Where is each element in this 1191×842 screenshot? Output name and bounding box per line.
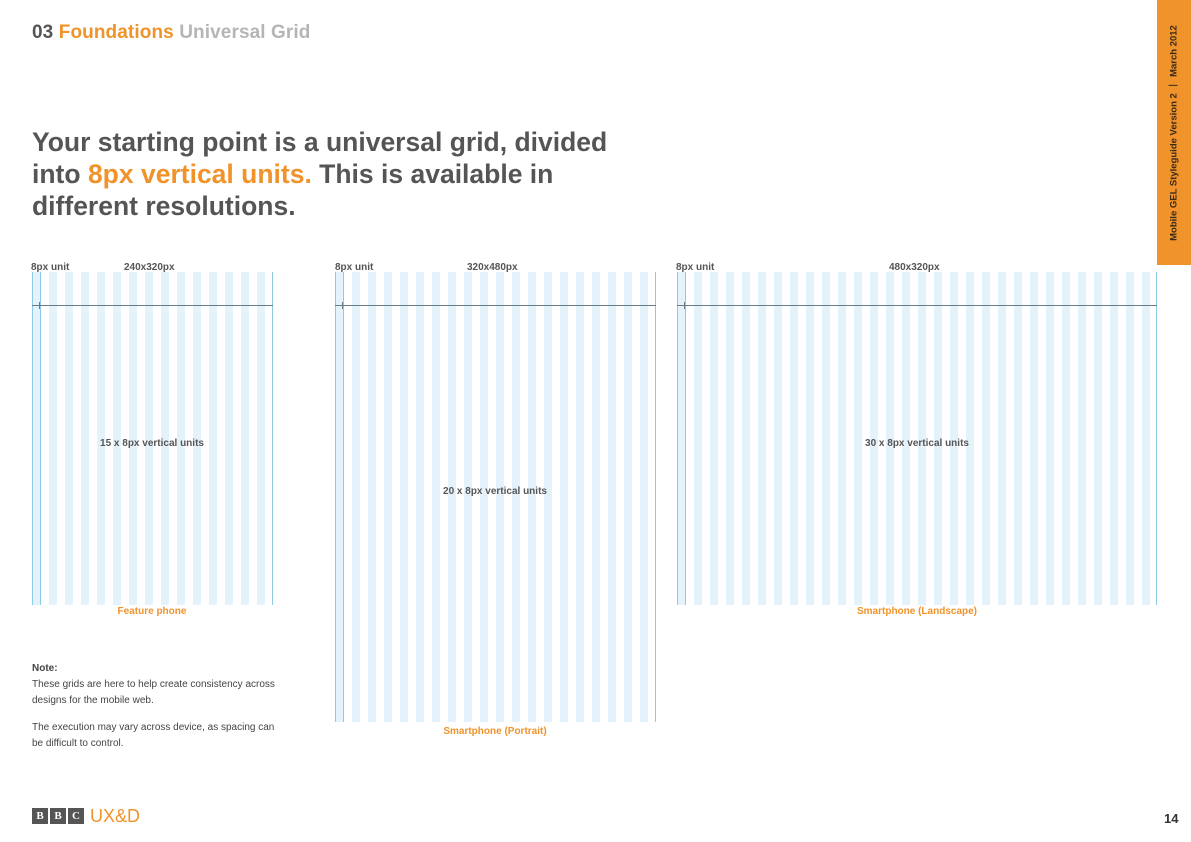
headline-text-1: Your starting point is a universal grid,…: [32, 127, 608, 189]
brand-name: UX&D: [90, 805, 141, 826]
note-block: Note: These grids are here to help creat…: [32, 661, 282, 763]
guide-date: March 2012: [1168, 24, 1180, 77]
page-number: 14: [1164, 811, 1179, 826]
grid-units-label: 20 x 8px vertical units: [443, 486, 547, 497]
grid-size-label: 240x320px: [124, 262, 175, 273]
guide-version: Version 2: [1168, 92, 1180, 135]
smartphone-landscape-grid: [677, 272, 1157, 605]
unit-tick: [684, 302, 685, 309]
unit-tick: [39, 302, 40, 309]
bbc-logo-block: C: [68, 808, 84, 824]
note-title: Note:: [32, 663, 58, 674]
grid-unit-label: 8px unit: [676, 262, 715, 273]
section-name: Foundations: [58, 22, 174, 43]
bbc-logo-block: B: [50, 808, 66, 824]
headline-highlight: 8px vertical units.: [87, 159, 312, 189]
dimension-line: [32, 305, 273, 306]
unit-column-marker: [678, 272, 686, 605]
grid-size-label: 320x480px: [467, 262, 518, 273]
note-paragraph: These grids are here to help create cons…: [32, 679, 275, 706]
note-paragraph: The execution may vary across device, as…: [32, 722, 275, 749]
page-headline: Your starting point is a universal grid,…: [32, 126, 652, 222]
feature-phone-grid: [32, 272, 273, 605]
grid-units-label: 30 x 8px vertical units: [865, 438, 969, 449]
grid-unit-label: 8px unit: [31, 262, 70, 273]
smartphone-portrait-grid: [335, 272, 656, 722]
dimension-line: [335, 305, 656, 306]
grid-caption: Feature phone: [117, 606, 187, 617]
headline-text-2: This is available in different resolutio…: [32, 159, 554, 221]
bbc-uxd-logo: B B C UX&D: [32, 806, 140, 826]
grid-units-label: 15 x 8px vertical units: [100, 438, 204, 449]
guide-name: Mobile GEL Styleguide: [1168, 137, 1180, 241]
section-title: 03 Foundations Universal Grid: [32, 22, 311, 44]
bbc-logo-block: B: [32, 808, 48, 824]
styleguide-side-tab: Mobile GEL Styleguide Version 2 March 20…: [1157, 0, 1191, 265]
grid-caption: Smartphone (Portrait): [443, 726, 547, 737]
unit-column-marker: [33, 272, 41, 605]
grid-unit-label: 8px unit: [335, 262, 374, 273]
unit-tick: [342, 302, 343, 309]
section-number: 03: [32, 22, 54, 43]
grid-caption: Smartphone (Landscape): [856, 606, 978, 617]
tab-divider: [1168, 84, 1178, 86]
dimension-line: [677, 305, 1157, 306]
unit-column-marker: [336, 272, 344, 722]
grid-size-label: 480x320px: [889, 262, 940, 273]
section-subtitle: Universal Grid: [179, 22, 311, 43]
